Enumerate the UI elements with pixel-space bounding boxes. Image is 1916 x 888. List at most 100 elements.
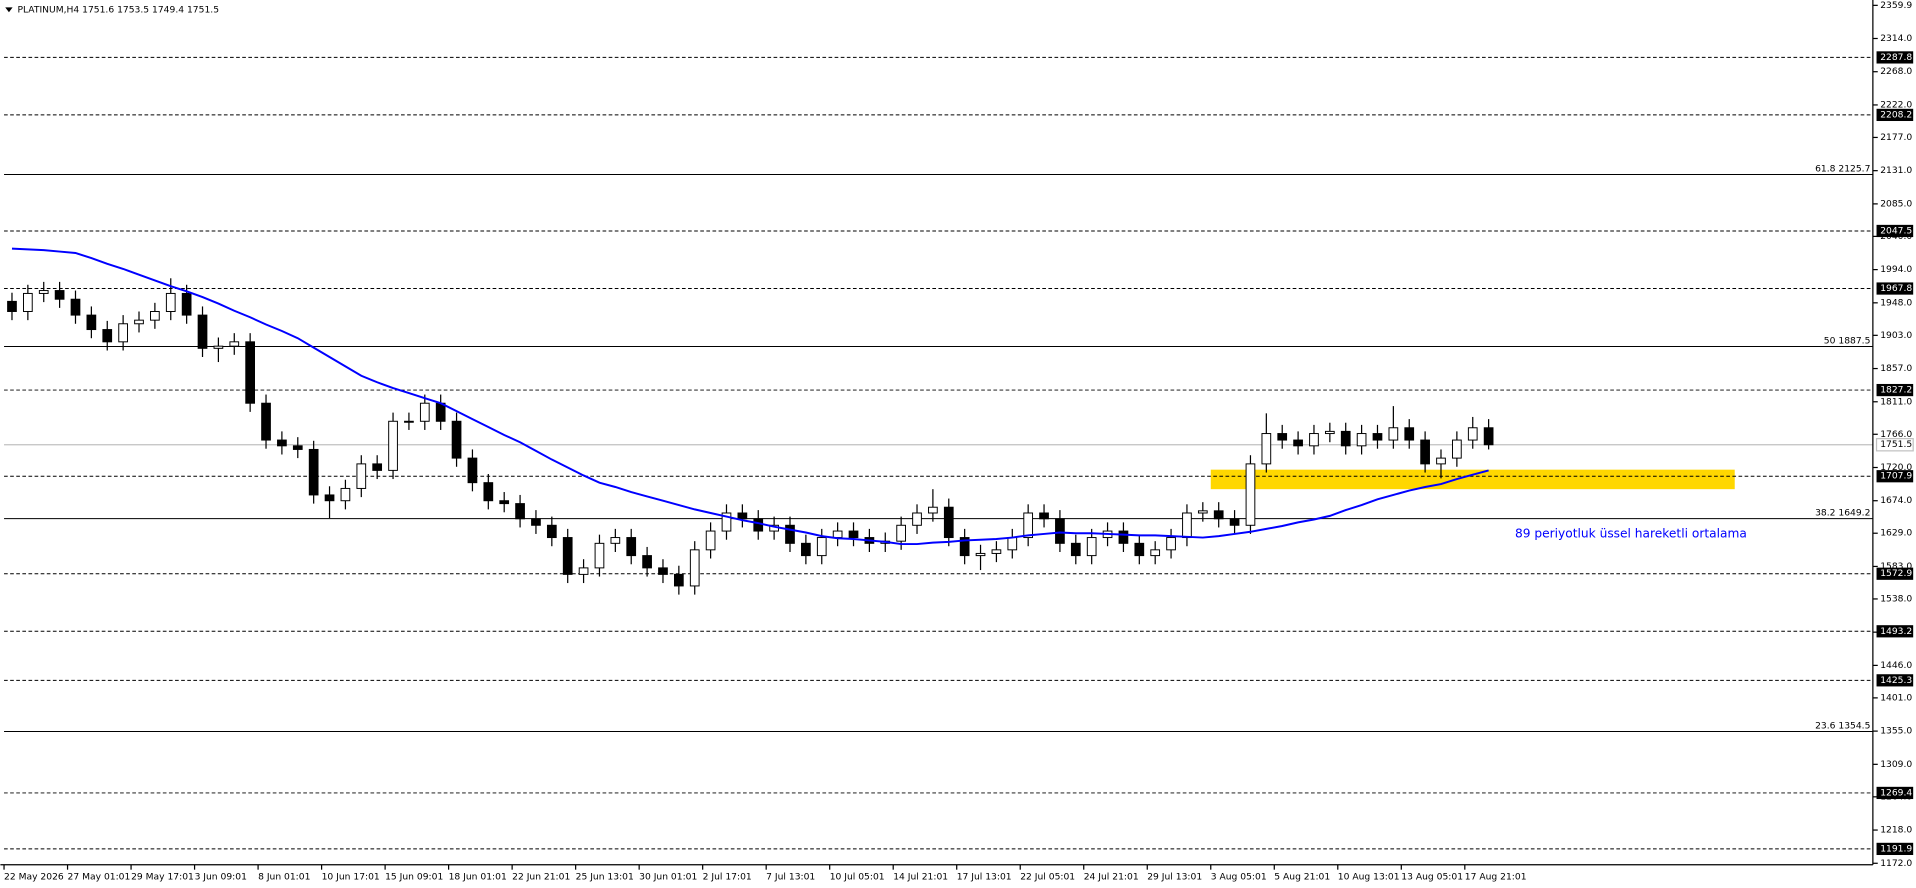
fib-level-label: 38.2 1649.2: [1815, 507, 1870, 518]
candle-body: [816, 537, 827, 557]
candle-body: [1197, 510, 1208, 514]
x-tick-label: 10 Aug 13:01: [1338, 872, 1400, 883]
candle-body: [1388, 427, 1399, 441]
y-tick-label: 2314.0: [1880, 33, 1912, 44]
fib-ratio: 23.6: [1815, 720, 1836, 731]
candle-body: [150, 311, 160, 321]
x-tick-label: 29 May 17:01: [131, 872, 194, 883]
candle-body: [705, 530, 716, 551]
x-tick-label: 5 Aug 21:01: [1274, 872, 1330, 883]
candle-body: [483, 482, 494, 502]
fib-ratio: 50: [1824, 335, 1836, 346]
x-tick-label: 14 Jul 21:01: [893, 872, 948, 883]
candle-body: [626, 537, 637, 557]
level-tag: [1876, 282, 1914, 295]
menu-triangle[interactable]: [5, 7, 13, 13]
x-tick-label: 22 Jul 05:01: [1020, 872, 1075, 883]
level-tag-label: 2287.8: [1880, 52, 1912, 63]
x-tick-label: 17 Aug 21:01: [1465, 872, 1527, 883]
fib-ratio: 38.2: [1815, 507, 1835, 518]
candle-body: [229, 341, 240, 347]
candle-body: [245, 341, 256, 404]
y-tick-label: 2268.0: [1880, 66, 1912, 77]
candle-body: [928, 506, 938, 514]
level-tag: [1876, 108, 1914, 122]
y-tick-label: 2085.0: [1880, 198, 1912, 209]
fib-price: 1354.5: [1838, 720, 1870, 731]
candle-body: [673, 573, 684, 587]
x-tick-label: 17 Jul 13:01: [957, 872, 1012, 883]
candle-body: [1039, 512, 1049, 520]
x-tick-label: 10 Jul 05:01: [830, 872, 885, 883]
candle-body: [213, 345, 224, 349]
x-tick-label: 22 May 2026: [4, 872, 64, 883]
y-tick-label: 1172.0: [1880, 858, 1912, 869]
level-tag-label: 1707.9: [1880, 471, 1912, 482]
candle-body: [292, 445, 303, 450]
candle-body: [467, 457, 478, 484]
fib-price: 2125.7: [1838, 163, 1870, 174]
candle-body: [721, 512, 732, 532]
candle-body: [1372, 433, 1383, 441]
candle-body: [1356, 433, 1367, 447]
candle-body: [1086, 537, 1097, 557]
x-tick-label: 22 Jun 21:01: [512, 872, 570, 883]
x-tick-label: 10 Jun 17:01: [322, 872, 380, 883]
candle-body: [451, 420, 462, 459]
candle-body: [801, 542, 811, 557]
candle-body: [658, 567, 668, 575]
candle-body: [54, 290, 65, 300]
fib-ratio: 61.8: [1815, 163, 1836, 174]
candle-body: [848, 530, 859, 539]
candle-body: [1277, 433, 1288, 441]
y-tick-label: 1401.0: [1880, 692, 1912, 703]
y-tick-label: 2222.0: [1880, 99, 1912, 110]
x-tick-label: 2 Jul 17:01: [703, 872, 752, 883]
current-price-label: 1751.5: [1880, 439, 1912, 450]
level-tag-label: 1191.9: [1880, 843, 1912, 854]
candle-body: [785, 524, 795, 544]
x-tick-label: 3 Aug 05:01: [1211, 872, 1267, 883]
candle-body: [896, 524, 906, 542]
level-tag: [1876, 470, 1914, 483]
candle-body: [1055, 518, 1065, 544]
candle-body: [1452, 439, 1462, 459]
candle-body: [943, 506, 954, 539]
x-tick-label: 18 Jun 01:01: [449, 872, 507, 883]
level-tag-label: 2047.5: [1880, 225, 1912, 236]
candle-body: [1309, 433, 1319, 447]
fib-level-label: 23.6 1354.5: [1815, 720, 1871, 731]
candle-body: [1213, 510, 1224, 520]
x-tick-label: 30 Jun 01:01: [639, 872, 697, 883]
candle-body: [70, 298, 81, 316]
level-tag: [1876, 383, 1914, 397]
candle-body: [1324, 430, 1335, 435]
candle-body: [356, 463, 367, 489]
candle-body: [832, 530, 843, 539]
candle-body: [340, 487, 351, 502]
candle-body: [1436, 457, 1446, 465]
level-tag-label: 1269.4: [1880, 787, 1912, 798]
y-tick-label: 1355.0: [1880, 726, 1912, 737]
candle-body: [1229, 518, 1240, 526]
level-tag-label: 1572.9: [1880, 568, 1912, 579]
annotation: 89 periyotluk üssel hareketli ortalama: [1515, 526, 1747, 540]
candle-body: [1245, 463, 1256, 526]
level-tag-label: 1827.2: [1880, 385, 1912, 396]
candle-body: [562, 537, 573, 575]
x-tick-label: 15 Jun 09:01: [385, 872, 443, 883]
candle-body: [1182, 512, 1192, 539]
ema-line: [11, 247, 1489, 546]
level-tag-label: 1493.2: [1880, 626, 1912, 637]
level-tag: [1876, 51, 1914, 64]
candle-body: [1420, 439, 1430, 465]
y-tick-label: 1720.0: [1880, 462, 1912, 473]
candle-body: [134, 319, 144, 325]
candle-body: [737, 512, 748, 520]
y-tick-label: 1629.0: [1880, 528, 1912, 539]
candle-body: [1261, 433, 1272, 465]
level-tag-label: 1425.3: [1880, 675, 1912, 686]
candle-body: [912, 512, 922, 526]
candle-body: [277, 439, 287, 447]
